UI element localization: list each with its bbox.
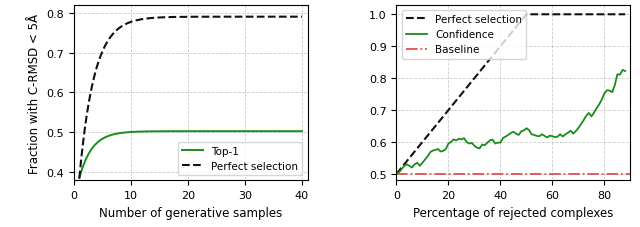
Line: Confidence: Confidence [396, 71, 625, 174]
Confidence [509, 131, 517, 133]
Perfect selection [392, 173, 400, 175]
Confidence [481, 144, 489, 147]
Perfect selection [258, 16, 266, 19]
Top-1 [208, 130, 216, 133]
Line: Top-1: Top-1 [79, 132, 302, 178]
Perfect selection [481, 65, 489, 67]
Perfect selection [598, 14, 605, 17]
Perfect selection [182, 16, 190, 19]
Legend: Top-1, Perfect selection: Top-1, Perfect selection [178, 142, 302, 175]
Perfect selection [523, 14, 531, 17]
Confidence [421, 158, 429, 161]
Top-1 [181, 130, 189, 133]
Confidence [619, 69, 627, 72]
Perfect selection [76, 177, 83, 180]
Top-1 [76, 177, 83, 180]
Top-1 [298, 130, 306, 133]
Perfect selection [292, 16, 300, 19]
Perfect selection [509, 30, 517, 32]
Top-1 [292, 130, 300, 133]
Confidence [595, 104, 603, 106]
Confidence [392, 173, 400, 175]
Legend: Perfect selection, Confidence, Baseline: Perfect selection, Confidence, Baseline [402, 11, 526, 59]
Baseline [392, 173, 400, 175]
Perfect selection [208, 16, 216, 19]
Perfect selection [440, 116, 447, 118]
Confidence [621, 70, 629, 73]
Perfect selection [621, 14, 629, 17]
Line: Perfect selection: Perfect selection [79, 18, 302, 178]
Baseline [396, 173, 403, 175]
Y-axis label: Fraction with C-RMSD < 5Å: Fraction with C-RMSD < 5Å [28, 13, 40, 173]
Top-1 [182, 130, 190, 133]
X-axis label: Number of generative samples: Number of generative samples [99, 206, 282, 219]
Perfect selection [196, 16, 204, 19]
Line: Perfect selection: Perfect selection [396, 15, 625, 174]
Perfect selection [181, 16, 189, 19]
Top-1 [196, 130, 204, 133]
Confidence [416, 165, 424, 168]
Perfect selection [298, 16, 306, 19]
Perfect selection [421, 138, 429, 141]
Perfect selection [416, 144, 424, 147]
X-axis label: Percentage of rejected complexes: Percentage of rejected complexes [413, 206, 614, 219]
Top-1 [258, 130, 266, 133]
Confidence [440, 150, 447, 153]
